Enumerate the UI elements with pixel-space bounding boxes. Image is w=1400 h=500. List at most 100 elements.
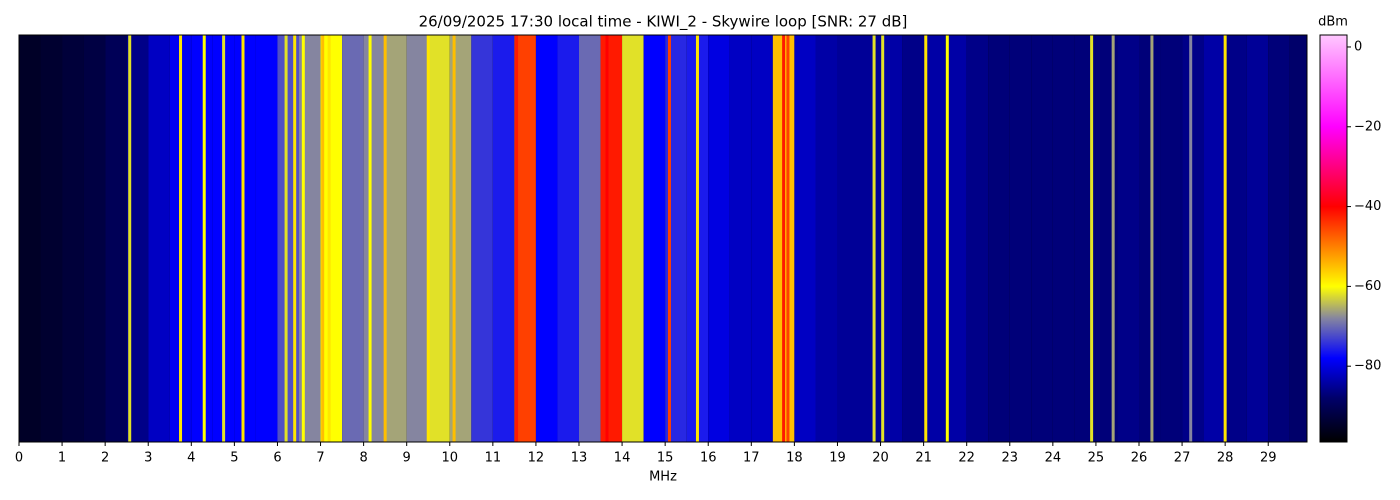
band [320, 35, 343, 442]
band [1009, 35, 1032, 442]
band [1052, 35, 1075, 442]
signal [515, 35, 519, 442]
x-tick-label: 19 [829, 451, 846, 466]
signal [426, 35, 430, 442]
colorbar-tick-label: 0 [1354, 39, 1362, 54]
signal [128, 35, 132, 442]
signal [1223, 35, 1227, 442]
x-tick-label: 5 [230, 451, 238, 466]
x-tick-label: 10 [441, 451, 458, 466]
signal [523, 35, 527, 442]
x-tick-label: 18 [786, 451, 803, 466]
x-tick-label: 27 [1174, 451, 1191, 466]
band [428, 35, 450, 442]
x-tick-label: 6 [273, 451, 281, 466]
x-tick-label: 24 [1045, 451, 1062, 466]
band [1117, 35, 1139, 442]
band [492, 35, 515, 442]
band [19, 35, 41, 442]
colorbar-tick-label: −60 [1354, 279, 1381, 294]
x-tick-label: 15 [657, 451, 674, 466]
band [342, 35, 364, 442]
band [234, 35, 256, 442]
band [708, 35, 730, 442]
x-tick-label: 20 [872, 451, 889, 466]
band [191, 35, 213, 442]
colorbar [1319, 34, 1348, 443]
band [859, 35, 881, 442]
band [406, 35, 429, 442]
x-tick-label: 9 [403, 451, 411, 466]
band [62, 35, 84, 442]
signal [1189, 35, 1193, 442]
colorbar-tick-label: −80 [1354, 359, 1381, 374]
band [363, 35, 386, 442]
signal [241, 35, 245, 442]
signal [1090, 35, 1094, 442]
band [1182, 35, 1204, 442]
band [966, 35, 989, 442]
band [880, 35, 903, 442]
plot-frame [18, 34, 1308, 443]
x-tick-label: 14 [614, 451, 631, 466]
band [1246, 35, 1269, 442]
signal [667, 35, 671, 442]
x-tick-label: 12 [528, 451, 545, 466]
band [255, 35, 278, 442]
signal [945, 35, 949, 442]
x-tick-label: 2 [101, 451, 109, 466]
band [1203, 35, 1226, 442]
band [471, 35, 493, 442]
signal [611, 35, 615, 442]
x-tick-label: 25 [1088, 451, 1105, 466]
band [643, 35, 666, 442]
band [751, 35, 773, 442]
band [148, 35, 170, 442]
band [923, 35, 946, 442]
band [40, 35, 63, 442]
x-tick-label: 23 [1001, 451, 1018, 466]
band [126, 35, 149, 442]
band [557, 35, 579, 442]
band [579, 35, 601, 442]
band [794, 35, 816, 442]
band [1139, 35, 1161, 442]
signal [383, 35, 387, 442]
x-tick-label: 16 [700, 451, 717, 466]
signal [222, 35, 226, 442]
signal [695, 35, 699, 442]
band [535, 35, 558, 442]
signal [321, 35, 325, 442]
colorbar-tick-label: −40 [1354, 199, 1381, 214]
band [945, 35, 967, 442]
signal [368, 35, 372, 442]
band [1268, 35, 1290, 442]
x-tick-label: 22 [958, 451, 975, 466]
band [83, 35, 106, 442]
band [729, 35, 752, 442]
x-tick-label: 26 [1131, 451, 1148, 466]
signal [872, 35, 876, 442]
x-tick-label: 7 [316, 451, 324, 466]
x-tick-label: 3 [144, 451, 152, 466]
x-tick-label: 11 [485, 451, 502, 466]
signal [327, 35, 331, 442]
signal [293, 35, 297, 442]
x-tick-label: 21 [915, 451, 932, 466]
band [1289, 35, 1307, 442]
band [105, 35, 127, 442]
band [902, 35, 924, 442]
band [600, 35, 623, 442]
x-tick-label: 17 [743, 451, 760, 466]
signal [179, 35, 183, 442]
band [1031, 35, 1053, 442]
signal [605, 35, 609, 442]
x-tick-label: 8 [359, 451, 367, 466]
band [988, 35, 1010, 442]
x-tick-label: 4 [187, 451, 195, 466]
colorbar-label: dBm [1318, 15, 1348, 30]
signal [881, 35, 885, 442]
band [622, 35, 644, 442]
signal [202, 35, 206, 442]
